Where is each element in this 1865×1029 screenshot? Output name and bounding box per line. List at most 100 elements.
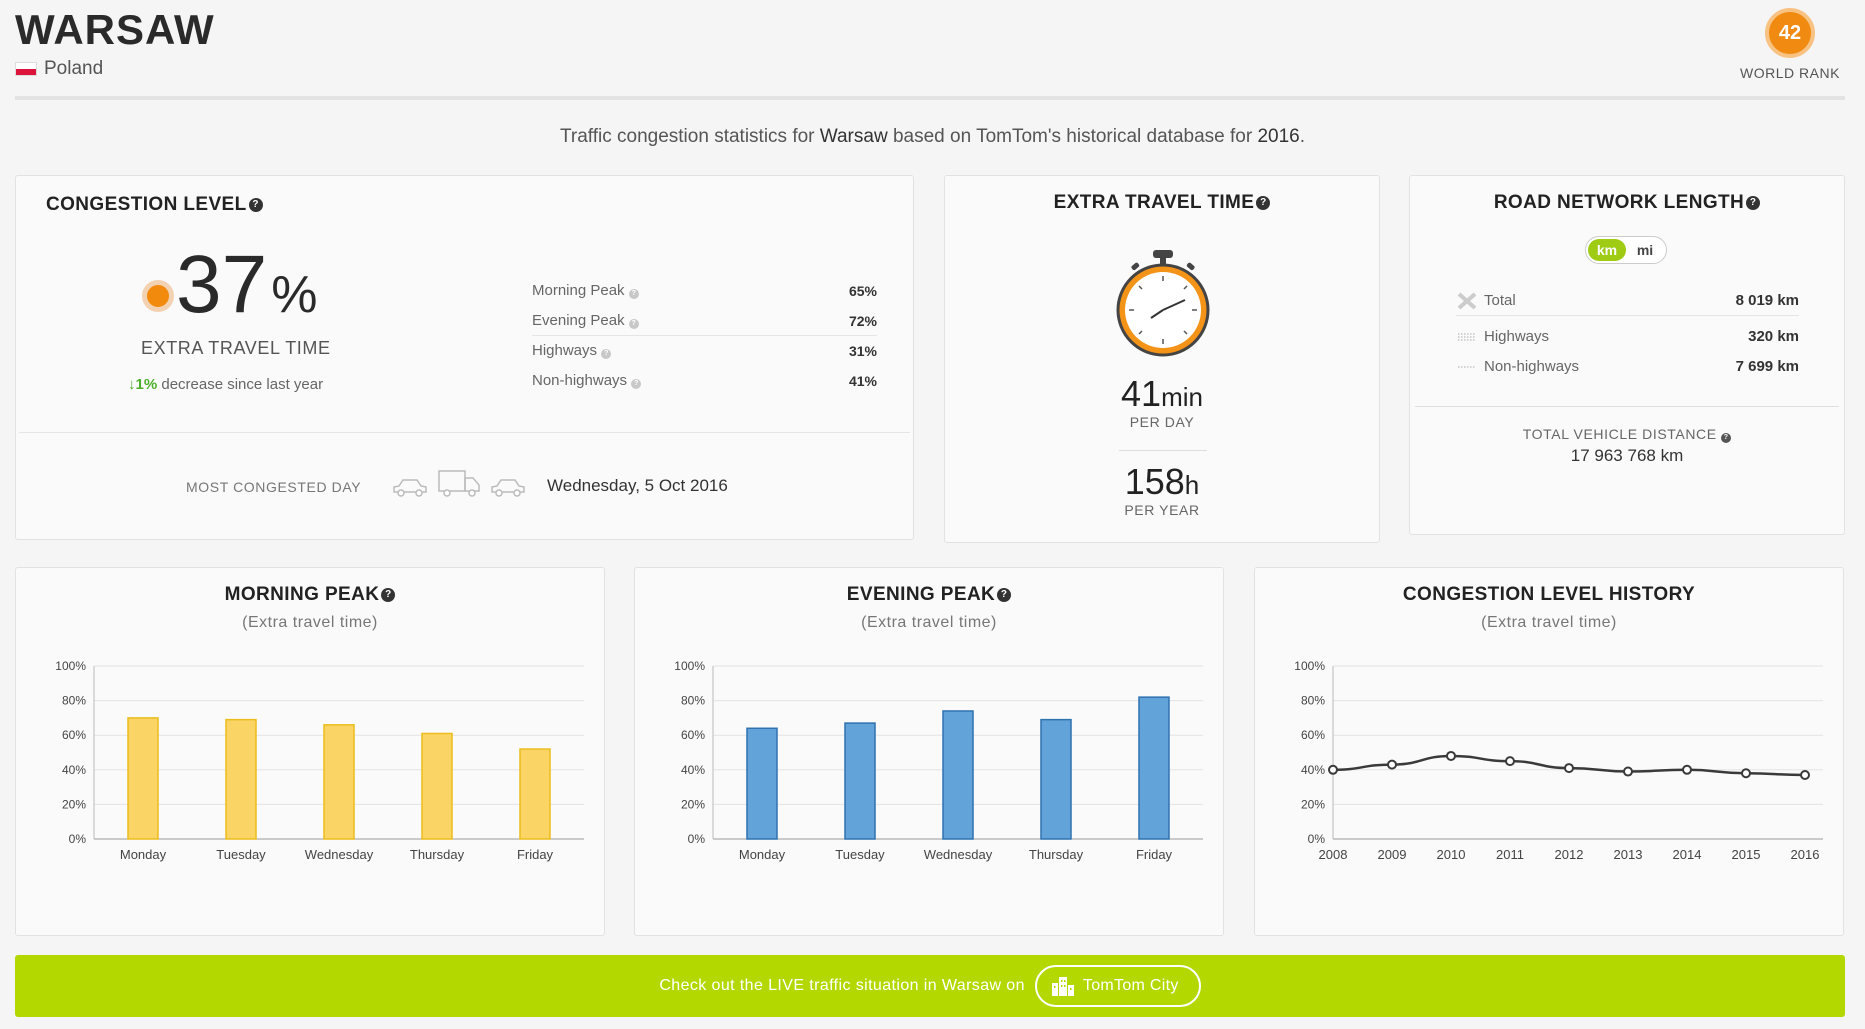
data-point[interactable]	[1800, 769, 1810, 780]
x-tick-label: 2015	[1732, 847, 1761, 862]
evening-peak-card: EVENING PEAK? (Extra travel time) 0% 20% 4…	[634, 567, 1224, 936]
bar[interactable]	[1040, 718, 1072, 840]
bar[interactable]	[225, 718, 257, 840]
help-icon[interactable]: ?	[248, 198, 263, 212]
help-icon[interactable]: ?	[381, 588, 396, 602]
road-row-non-highways: Non-highways 7 699 km	[1456, 352, 1799, 382]
truck-icon	[438, 470, 480, 497]
road-network-title: ROAD NETWORK LENGTH ?	[1493, 192, 1761, 214]
bar[interactable]	[844, 722, 876, 840]
x-tick-label: Wednesday	[924, 847, 993, 862]
y-tick-label: 80%	[1301, 694, 1325, 708]
morning-peak-subtitle: (Extra travel time)	[242, 614, 378, 631]
intro-text: Traffic congestion statistics for Warsaw…	[0, 126, 1865, 148]
banner-text: Check out the LIVE traffic situation in …	[659, 977, 1025, 994]
per-day-unit: min	[1161, 382, 1203, 412]
arrow-down-icon: ↓	[128, 376, 136, 393]
help-icon[interactable]: ?	[601, 349, 612, 359]
unit-km-button[interactable]: km	[1588, 239, 1626, 261]
y-tick-label: 60%	[681, 728, 705, 742]
tomtom-city-label: TomTom City	[1082, 977, 1179, 994]
x-tick-label: 2014	[1673, 847, 1702, 862]
world-rank-label: WORLD RANK	[1740, 65, 1840, 81]
x-tick-label: 2010	[1437, 847, 1466, 862]
extra-travel-time-title-text: EXTRA TRAVEL TIME	[1053, 192, 1255, 213]
evening-peak-chart: 0% 20% 40% 60% 80% 100% Monday Tuesday Wednesday…	[674, 659, 1203, 862]
x-tick-label: 2016	[1791, 847, 1820, 862]
data-point[interactable]	[1328, 764, 1338, 775]
bar[interactable]	[519, 748, 551, 840]
x-tick-label: 2012	[1555, 847, 1584, 862]
peak-label: Morning Peak	[532, 282, 625, 299]
evening-peak-title-text: EVENING PEAK	[846, 584, 996, 605]
help-icon[interactable]: ?	[997, 588, 1012, 602]
data-point[interactable]	[1505, 756, 1515, 767]
bar[interactable]	[746, 727, 778, 840]
y-tick-label: 100%	[55, 659, 86, 673]
help-icon[interactable]: ?	[628, 289, 639, 299]
x-tick-label: Monday	[739, 847, 786, 862]
per-year-label: PER YEAR	[1124, 502, 1200, 518]
peak-label: Highways	[532, 342, 598, 359]
page-header: WARSAW Poland 42 WORLD RANK	[15, 0, 1845, 100]
peak-row-morning: Morning Peak ? 65%	[532, 276, 877, 306]
change-value: 1%	[135, 376, 158, 393]
divider	[1119, 450, 1207, 451]
road-value: 320 km	[1748, 328, 1799, 345]
data-point[interactable]	[1446, 750, 1456, 761]
peak-value: 31%	[848, 343, 877, 359]
data-point[interactable]	[1564, 763, 1574, 774]
congestion-history-card: CONGESTION LEVEL HISTORY (Extra travel t…	[1254, 567, 1844, 936]
y-tick-label: 60%	[1301, 728, 1325, 742]
morning-peak-card: MORNING PEAK? (Extra travel time) 0% 20% 4…	[15, 567, 605, 936]
bar[interactable]	[127, 717, 159, 840]
peak-row-highways: Highways ? 31%	[532, 336, 877, 366]
peak-value: 65%	[848, 283, 877, 299]
bar[interactable]	[942, 710, 974, 840]
x-tick-label: Monday	[120, 847, 167, 862]
morning-peak-title-text: MORNING PEAK	[224, 584, 380, 605]
vehicle-icons	[391, 468, 527, 498]
congestion-level-card: CONGESTION LEVEL ? 37% EXTRA TRAVEL TIME…	[15, 175, 914, 540]
y-tick-label: 60%	[62, 728, 86, 742]
congestion-label: EXTRA TRAVEL TIME	[141, 338, 331, 358]
y-tick-label: 0%	[1308, 832, 1326, 846]
total-distance-label: TOTAL VEHICLE DISTANCE ?	[1410, 426, 1844, 443]
divider	[19, 432, 910, 433]
y-tick-label: 0%	[69, 832, 87, 846]
tomtom-city-button[interactable]: TomTom City	[1034, 965, 1201, 1007]
intro-post: .	[1299, 126, 1305, 147]
y-tick-label: 80%	[62, 694, 86, 708]
peak-value: 41%	[848, 373, 877, 389]
unit-mi-button[interactable]: mi	[1636, 242, 1654, 258]
road-label: Non-highways	[1484, 358, 1580, 375]
y-tick-label: 20%	[1301, 797, 1325, 811]
y-tick-label: 40%	[681, 763, 705, 777]
road-length-list: Total 8 019 km Highways 320 km Non-highw…	[1456, 286, 1799, 382]
data-point[interactable]	[1682, 764, 1692, 775]
help-icon[interactable]: ?	[631, 379, 642, 389]
bar[interactable]	[421, 732, 453, 840]
peak-row-evening: Evening Peak ? 72%	[532, 306, 877, 336]
data-point[interactable]	[1741, 768, 1751, 779]
bar[interactable]	[323, 724, 355, 840]
y-tick-label: 80%	[681, 694, 705, 708]
road-network-card: ROAD NETWORK LENGTH ? km mi Total 8 019 …	[1409, 175, 1845, 535]
congestion-level-title: CONGESTION LEVEL ?	[46, 194, 263, 216]
extra-travel-per-year: 158h PER YEAR	[945, 464, 1379, 519]
road-network-title-text: ROAD NETWORK LENGTH	[1493, 192, 1745, 213]
extra-travel-per-day: 41min PER DAY	[945, 373, 1379, 431]
help-icon[interactable]: ?	[1256, 196, 1271, 210]
help-icon[interactable]: ?	[1721, 433, 1732, 443]
per-day-value: 41	[1121, 373, 1162, 414]
congestion-history-title-text: CONGESTION LEVEL HISTORY	[1402, 584, 1696, 605]
intro-pre: Traffic congestion statistics for	[560, 126, 820, 147]
bar[interactable]	[1138, 696, 1170, 840]
most-congested-date: Wednesday, 5 Oct 2016	[547, 476, 728, 495]
data-point[interactable]	[1387, 759, 1397, 770]
x-tick-label: Wednesday	[305, 847, 374, 862]
peak-row-non-highways: Non-highways ? 41%	[532, 366, 877, 396]
data-point[interactable]	[1623, 766, 1633, 777]
help-icon[interactable]: ?	[628, 319, 639, 329]
help-icon[interactable]: ?	[1746, 196, 1761, 210]
